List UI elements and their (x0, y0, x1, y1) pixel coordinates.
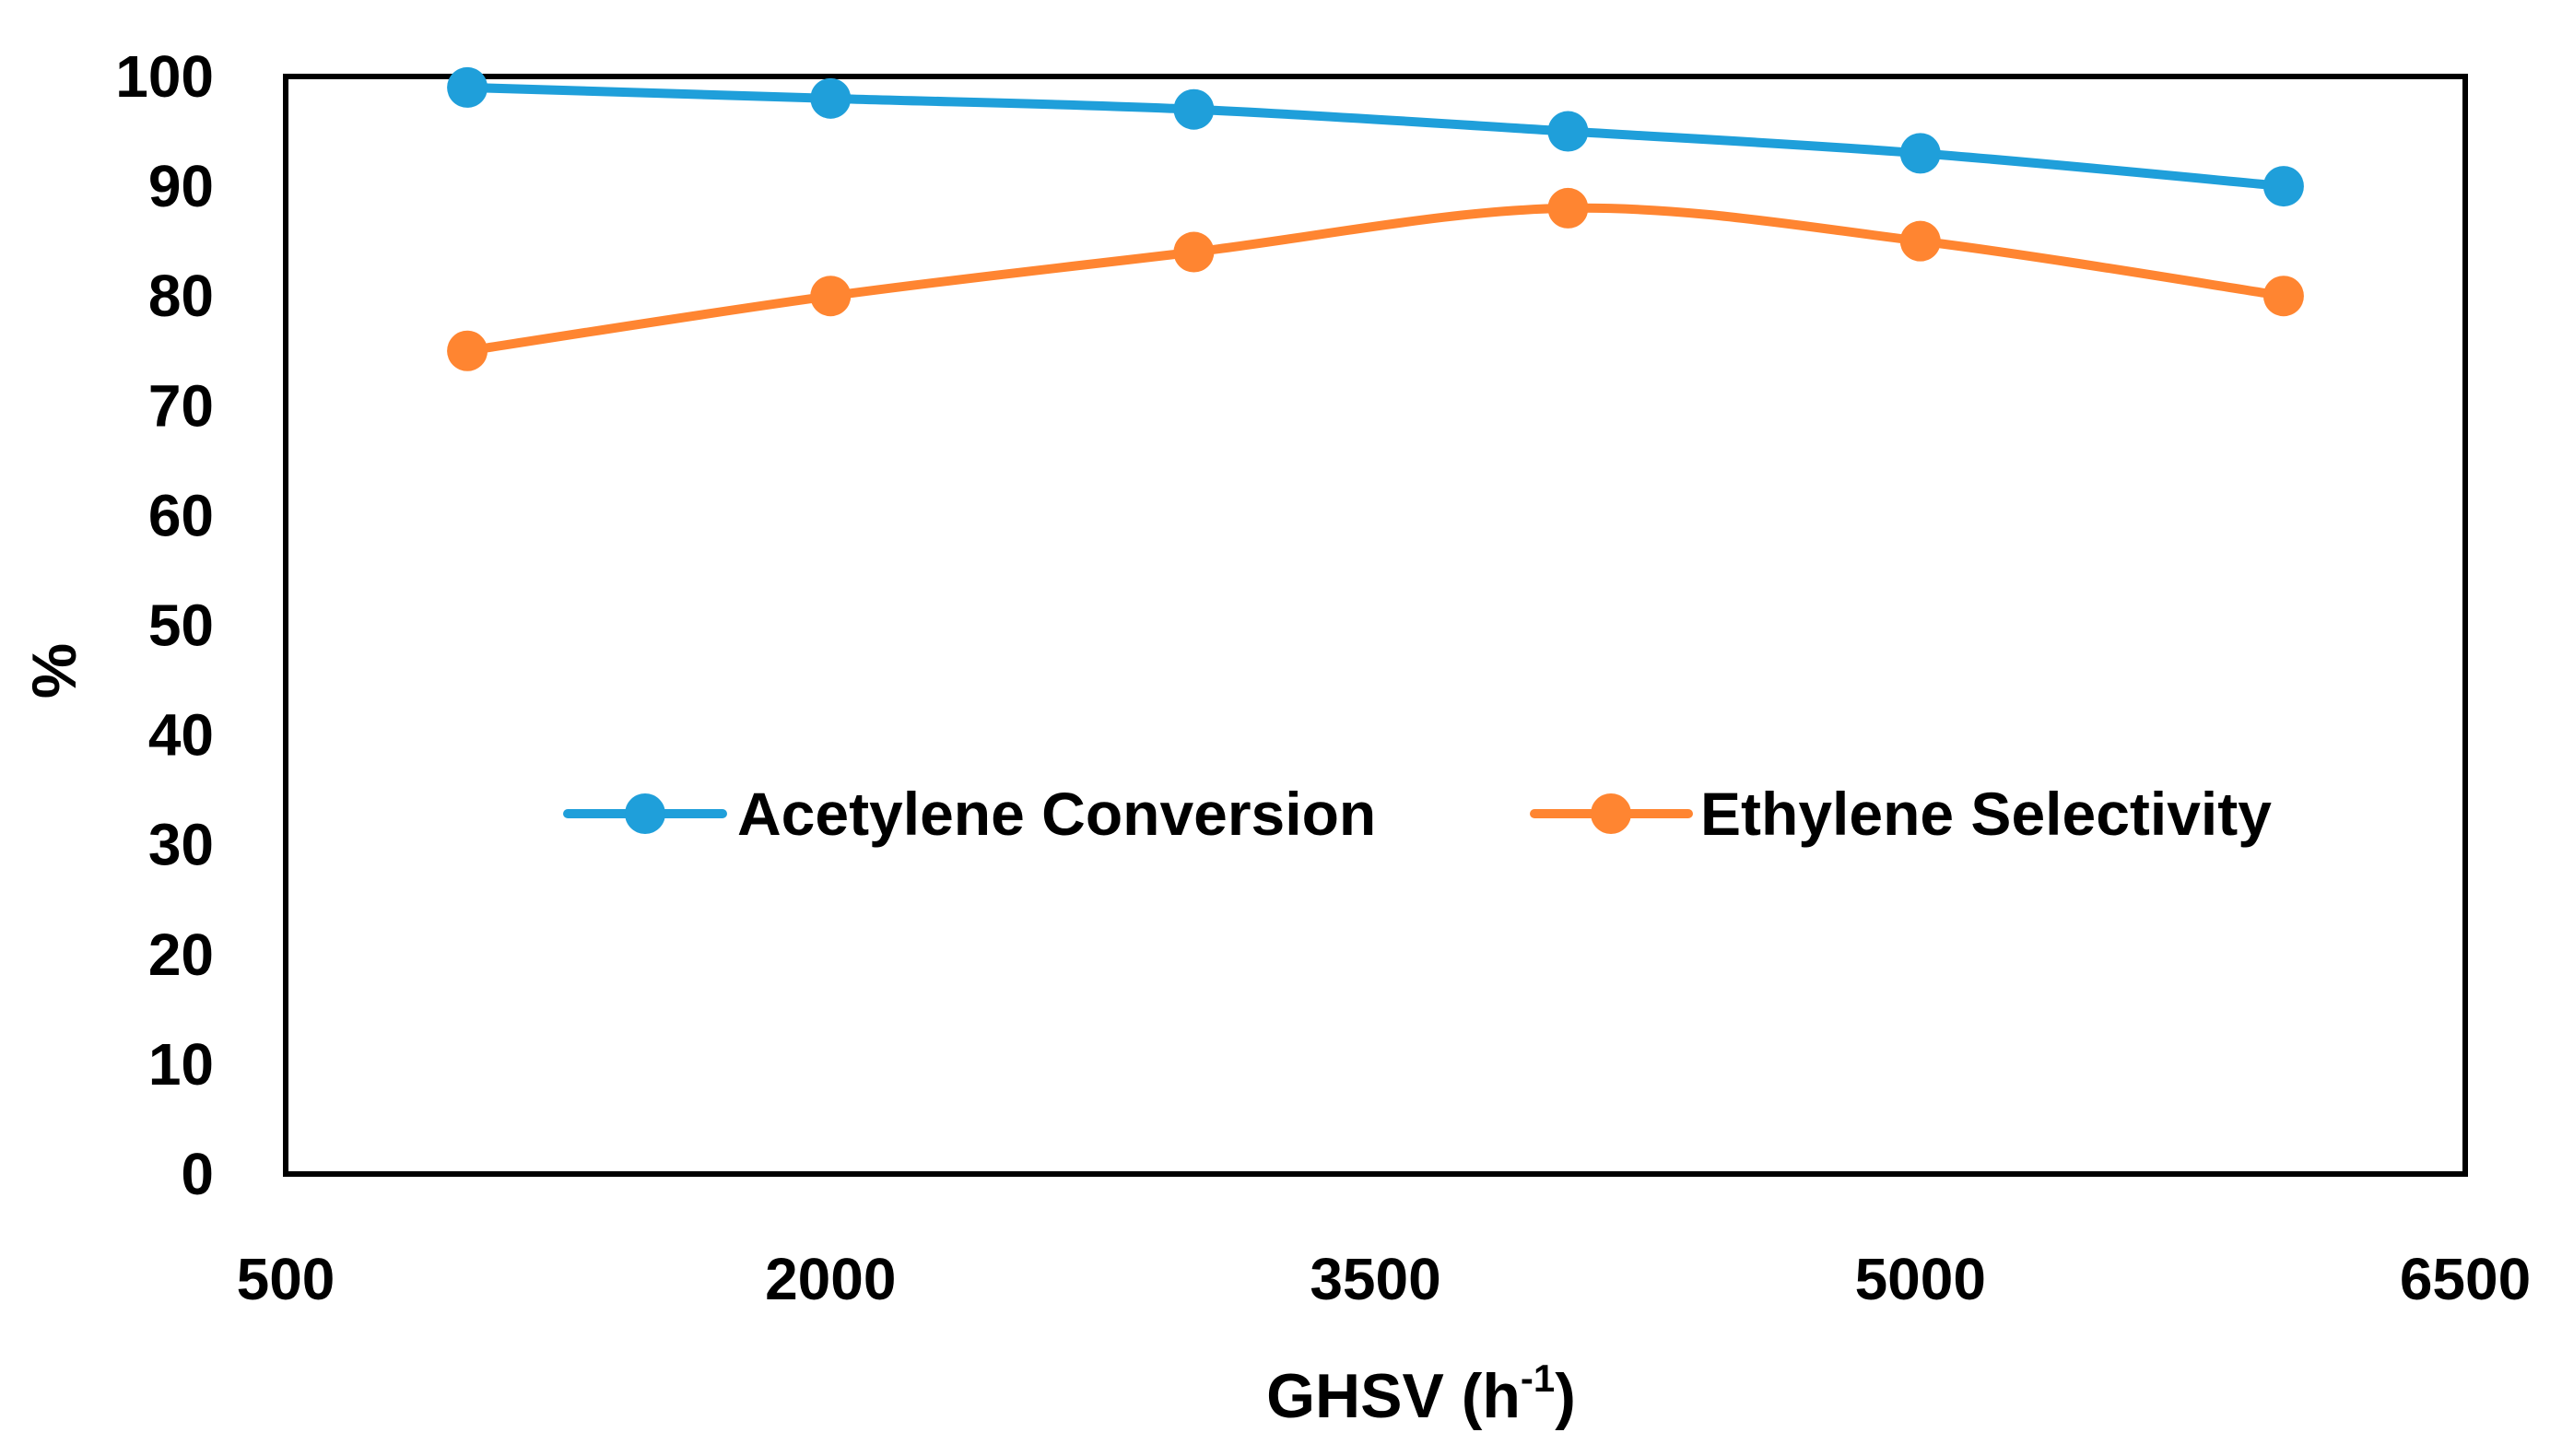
y-tick-label: 70 (148, 372, 214, 439)
x-axis-title-superscript: -1 (1521, 1356, 1555, 1400)
data-point-ethylene-selectivity (1899, 220, 1941, 262)
x-axis-title: GHSV (h-1) (1266, 1356, 1576, 1431)
y-tick-label: 50 (148, 593, 214, 659)
legend: Acetylene Conversion Ethylene Selectivit… (563, 780, 2272, 848)
legend-item-ethylene-selectivity: Ethylene Selectivity (1530, 780, 2272, 848)
y-axis-title: % (19, 643, 89, 699)
legend-item-acetylene-conversion: Acetylene Conversion (563, 780, 1376, 848)
x-axis-title-text: GHSV (h (1266, 1361, 1521, 1431)
series-line-acetylene-conversion (466, 82, 2285, 192)
data-point-ethylene-selectivity (2262, 276, 2304, 317)
data-point-ethylene-selectivity (1173, 231, 1215, 273)
x-axis-ticks: 500 2000 3500 5000 6500 (237, 1246, 2532, 1312)
y-tick-label: 80 (148, 263, 214, 329)
x-tick-label: 3500 (1310, 1246, 1440, 1312)
series-line-ethylene-selectivity (466, 203, 2285, 356)
y-tick-label: 100 (115, 43, 214, 110)
y-axis-ticks: 0 10 20 30 40 50 60 70 80 90 100 (115, 43, 214, 1207)
y-tick-label: 60 (148, 482, 214, 548)
series-layer (447, 66, 2304, 371)
y-tick-label: 30 (148, 812, 214, 878)
y-tick-label: 20 (148, 922, 214, 988)
data-point-acetylene-conversion (447, 66, 488, 108)
x-tick-label: 2000 (765, 1246, 896, 1312)
x-tick-label: 5000 (1855, 1246, 1986, 1312)
y-tick-label: 40 (148, 702, 214, 769)
data-point-ethylene-selectivity (447, 330, 488, 371)
legend-label-acetylene-conversion: Acetylene Conversion (737, 780, 1376, 848)
x-tick-label: 6500 (2400, 1246, 2531, 1312)
legend-marker-ethylene-selectivity (1591, 793, 1631, 834)
data-point-acetylene-conversion (810, 77, 852, 119)
legend-marker-acetylene-conversion (625, 793, 665, 834)
legend-label-ethylene-selectivity: Ethylene Selectivity (1700, 780, 2272, 848)
data-point-acetylene-conversion (1547, 111, 1589, 152)
y-tick-label: 10 (148, 1031, 214, 1098)
y-tick-label: 90 (148, 153, 214, 219)
data-point-ethylene-selectivity (1547, 187, 1589, 229)
x-tick-label: 500 (237, 1246, 335, 1312)
data-point-acetylene-conversion (2262, 166, 2304, 207)
y-tick-label: 0 (181, 1141, 214, 1207)
data-point-ethylene-selectivity (810, 276, 852, 317)
plot-area-frame (283, 74, 2468, 1177)
data-point-acetylene-conversion (1899, 133, 1941, 174)
data-point-acetylene-conversion (1173, 88, 1215, 130)
x-axis-title-close: ) (1555, 1361, 1576, 1431)
